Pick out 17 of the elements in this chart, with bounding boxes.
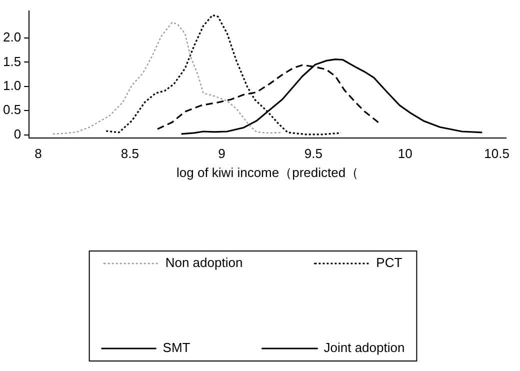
legend-label: Non adoption [165,255,243,270]
x-tick-label: 8 [34,146,42,162]
x-tick-label: 9.5 [304,146,322,162]
y-tick-label: 0 [14,126,22,142]
x-tick-label: 10.5 [484,146,510,162]
y-tick-label: 2.0 [2,30,22,45]
x-axis-title: log of kiwi income（predicted（ [176,164,359,180]
x-tick-label: 9 [218,146,226,162]
y-tick-label: 0.5 [2,102,22,118]
line-series [52,22,283,135]
x-tick-label: 8.5 [120,146,139,162]
legend-label: SMT [162,340,190,356]
x-tick-label: 10 [398,146,412,162]
y-tick-label: 1.0 [2,78,22,93]
legend-label: PCT [376,255,402,270]
y-tick-label: 1.5 [2,54,22,69]
legend-label: Joint adoption [324,340,405,356]
